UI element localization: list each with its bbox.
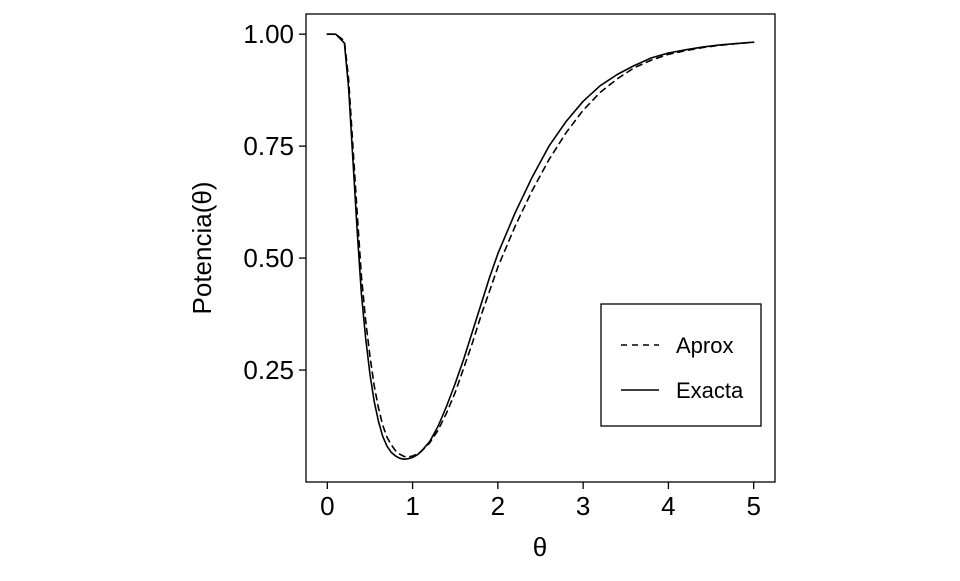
x-tick-label: 0 bbox=[320, 491, 334, 521]
x-tick-label: 2 bbox=[491, 491, 505, 521]
series-line-exacta bbox=[326, 33, 755, 461]
y-tick-label: 0.75 bbox=[243, 131, 294, 161]
legend: Aprox Exacta bbox=[600, 303, 762, 427]
x-axis-title: θ bbox=[533, 532, 547, 562]
y-tick-label: 1.00 bbox=[243, 19, 294, 49]
x-axis: 0 1 2 3 4 5 bbox=[320, 482, 761, 521]
y-tick-label: 0.50 bbox=[243, 243, 294, 273]
legend-box bbox=[600, 303, 762, 427]
x-tick-label: 5 bbox=[746, 491, 760, 521]
y-axis-title: Potencia(θ) bbox=[187, 182, 217, 315]
legend-label-aprox: Aprox bbox=[676, 333, 733, 358]
x-tick-label: 3 bbox=[576, 491, 590, 521]
y-axis: 0.25 0.50 0.75 1.00 bbox=[243, 19, 306, 385]
plot-panel-border bbox=[305, 13, 776, 483]
legend-label-exacta: Exacta bbox=[676, 378, 744, 403]
x-tick-label: 4 bbox=[661, 491, 675, 521]
y-tick-label: 0.25 bbox=[243, 355, 294, 385]
series-layer bbox=[326, 33, 755, 461]
series-line-aprox bbox=[326, 33, 755, 458]
x-tick-label: 1 bbox=[405, 491, 419, 521]
